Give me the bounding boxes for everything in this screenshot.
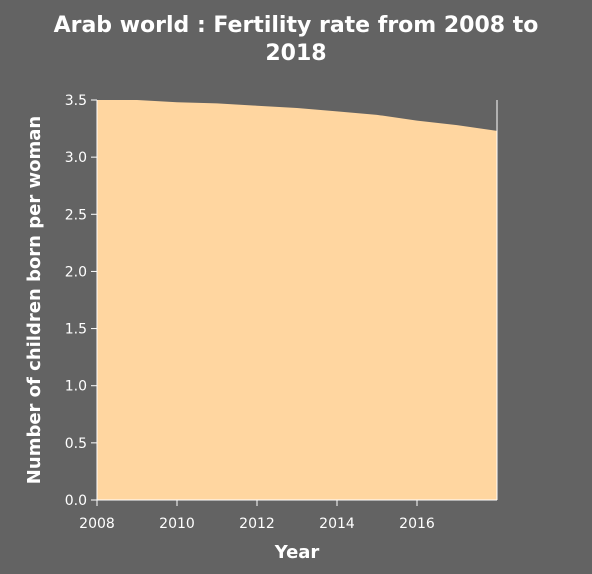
fertility-area — [97, 100, 497, 500]
y-tick-label: 2.5 — [65, 207, 87, 223]
y-tick-label: 3.0 — [65, 150, 87, 166]
x-tick-label: 2014 — [319, 516, 355, 532]
y-tick-label: 0.0 — [65, 493, 87, 509]
y-tick-label: 3.5 — [65, 93, 87, 109]
x-tick-label: 2012 — [239, 516, 275, 532]
y-tick-label: 0.5 — [65, 436, 87, 452]
x-axis-ticks: 2008 2010 2012 2014 2016 — [79, 500, 435, 532]
x-tick-label: 2008 — [79, 516, 115, 532]
x-axis-label: Year — [274, 542, 320, 563]
chart-title-line-1: Arab world : Fertility rate from 2008 to — [54, 13, 539, 38]
y-tick-label: 1.0 — [65, 379, 87, 395]
x-tick-label: 2016 — [399, 516, 435, 532]
y-tick-label: 2.0 — [65, 264, 87, 280]
y-axis-label: Number of children born per woman — [24, 116, 45, 484]
y-tick-label: 1.5 — [65, 322, 87, 338]
chart-title-line-2: 2018 — [265, 41, 326, 66]
x-tick-label: 2010 — [159, 516, 195, 532]
y-axis-ticks: 0.0 0.5 1.0 1.5 2.0 2.5 3.0 3.5 — [65, 93, 97, 509]
